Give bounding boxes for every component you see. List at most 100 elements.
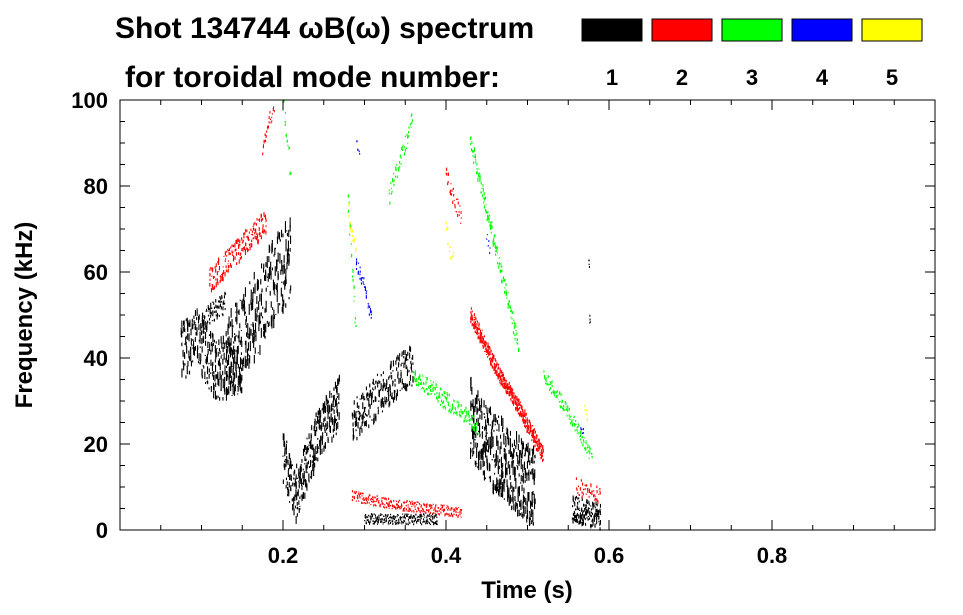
mode-2-mark: [531, 432, 533, 435]
mode-4-mark: [367, 305, 369, 307]
mode-1-mark: [264, 274, 266, 281]
mode-2-mark: [526, 427, 528, 431]
mode-3-mark: [564, 409, 566, 411]
mode-3-mark: [287, 144, 289, 147]
mode-2-mark: [479, 328, 481, 330]
mode-2-mark: [450, 512, 452, 515]
mode-1-mark: [192, 347, 194, 349]
mode-1-mark: [201, 338, 203, 345]
mode-3-mark: [556, 392, 558, 394]
mode-2-mark: [388, 505, 390, 508]
mode-2-mark: [434, 512, 436, 515]
mode-1-mark: [395, 360, 397, 365]
mode-1-mark: [593, 515, 595, 518]
mode-1-mark: [316, 426, 318, 432]
mode-2-mark: [492, 358, 494, 361]
mode-1-mark: [596, 512, 598, 517]
mode-3-mark: [483, 201, 485, 204]
mode-1-mark: [589, 314, 591, 317]
mode-1-mark: [397, 374, 399, 379]
mode-3-mark: [501, 280, 503, 284]
mode-1-mark: [258, 315, 260, 327]
mode-1-mark: [265, 269, 267, 281]
mode-1-mark: [287, 470, 289, 477]
mode-1-mark: [276, 259, 278, 270]
mode-2-mark: [381, 497, 383, 500]
mode-2-mark: [502, 373, 504, 377]
mode-1-mark: [237, 375, 239, 386]
mode-3-mark: [581, 436, 583, 439]
mode-1-mark: [293, 477, 295, 480]
mode-3-mark: [488, 217, 490, 221]
mode-1-mark: [507, 462, 509, 469]
mode-2-mark: [436, 510, 438, 513]
mode-2-mark: [209, 282, 211, 287]
mode-3-mark: [512, 311, 514, 314]
mode-3-mark: [501, 266, 503, 268]
mode-2-mark: [496, 372, 498, 375]
mode-1-mark: [385, 383, 387, 385]
mode-1-mark: [373, 418, 375, 424]
mode-3-mark: [422, 387, 424, 389]
mode-1-mark: [236, 317, 238, 325]
mode-1-mark: [323, 418, 325, 423]
mode-1-mark: [198, 314, 200, 320]
mode-1-mark: [472, 447, 474, 456]
mode-1-mark: [233, 341, 235, 344]
mode-3-mark: [288, 146, 290, 150]
mode-2-mark: [481, 341, 483, 343]
mode-1-mark: [199, 360, 201, 365]
mode-1-mark: [372, 520, 374, 523]
mode-1-mark: [314, 455, 316, 462]
mode-1-mark: [290, 488, 292, 492]
mode-1-mark: [195, 324, 197, 331]
mode-1-mark: [326, 405, 328, 412]
mode-1-mark: [202, 365, 204, 367]
mode-1-mark: [523, 505, 525, 514]
mode-2-mark: [223, 255, 225, 257]
mode-1-mark: [587, 500, 589, 502]
mode-1-mark: [228, 391, 230, 393]
mode-2-mark: [584, 484, 586, 487]
mode-2-mark: [516, 397, 518, 400]
mode-1-mark: [409, 352, 411, 359]
mode-1-mark: [432, 521, 434, 523]
mode-2-mark: [575, 477, 577, 480]
mode-3-mark: [290, 172, 292, 175]
mode-1-mark: [508, 489, 510, 494]
mode-1-mark: [496, 477, 498, 485]
mode-1-mark: [380, 374, 382, 377]
mode-1-mark: [283, 281, 285, 285]
mode-3-mark: [491, 225, 493, 229]
mode-1-mark: [196, 308, 198, 316]
mode-1-mark: [302, 473, 304, 479]
mode-1-mark: [221, 354, 223, 356]
mode-3-mark: [509, 305, 511, 308]
mode-2-mark: [239, 244, 241, 246]
mode-2-mark: [382, 503, 384, 505]
mode-1-mark: [502, 484, 504, 496]
mode-2-mark: [361, 498, 363, 500]
mode-1-mark: [307, 460, 309, 465]
mode-3-mark: [431, 391, 433, 393]
mode-1-mark: [256, 296, 258, 304]
mode-2-mark: [450, 193, 452, 196]
mode-1-mark: [420, 517, 422, 520]
mode-3-mark: [399, 161, 401, 164]
mode-4-mark: [356, 141, 358, 143]
mode-3-mark: [588, 446, 590, 449]
mode-2-mark: [519, 403, 521, 406]
mode-2-mark: [403, 510, 405, 512]
mode-2-mark: [251, 243, 253, 248]
mode-1-mark: [400, 371, 402, 379]
mode-1-mark: [582, 514, 584, 519]
mode-3-mark: [393, 172, 395, 175]
mode-1-mark: [392, 360, 394, 367]
mode-1-mark: [272, 307, 274, 310]
mode-1-mark: [517, 444, 519, 451]
mode-2-mark: [537, 440, 539, 443]
mode-3-mark: [500, 270, 502, 273]
mode-3-mark: [460, 415, 462, 418]
mode-2-mark: [447, 509, 449, 511]
mode-1-mark: [257, 352, 259, 354]
